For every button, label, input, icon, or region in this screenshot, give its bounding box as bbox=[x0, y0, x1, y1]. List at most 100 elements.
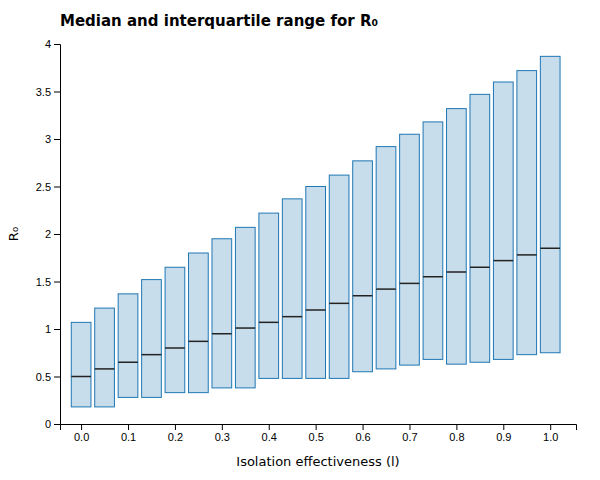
iqr-box bbox=[306, 187, 326, 379]
iqr-box bbox=[493, 82, 513, 359]
y-tick: 4 bbox=[45, 38, 60, 50]
iqr-box bbox=[165, 267, 185, 392]
y-axis-line bbox=[54, 45, 61, 425]
median-line bbox=[282, 316, 302, 318]
x-axis: 0.0 0.1 0.2 0.3 0.4 0.5 0.6 0.7 0.8 0.9 1.0 bbox=[61, 424, 577, 443]
iqr-box bbox=[142, 280, 162, 398]
x-tick: 0.5 bbox=[309, 424, 324, 443]
x-axis-line bbox=[61, 425, 577, 431]
y-tick-mark bbox=[54, 139, 60, 140]
y-tick-mark bbox=[54, 44, 60, 45]
chart: 0.0 0.1 0.2 0.3 0.4 0.5 0.6 0.7 0.8 0.9 1.0 0 0.5 1 1.… bbox=[0, 0, 600, 480]
median-line bbox=[493, 260, 513, 262]
y-tick: 1.5 bbox=[36, 276, 60, 288]
median-line bbox=[376, 288, 396, 290]
x-tick-mark bbox=[269, 424, 270, 430]
median-line bbox=[470, 267, 490, 269]
y-tick-label: 0 bbox=[45, 418, 51, 430]
iqr-box bbox=[212, 239, 232, 388]
y-tick-mark bbox=[54, 329, 60, 330]
x-tick-label: 0.1 bbox=[121, 431, 136, 443]
x-tick-label: 0.2 bbox=[168, 431, 183, 443]
median-line bbox=[423, 276, 443, 278]
y-tick: 0 bbox=[45, 418, 60, 430]
x-tick-label: 0.4 bbox=[262, 431, 277, 443]
y-tick-mark bbox=[54, 92, 60, 93]
x-tick-mark bbox=[316, 424, 317, 430]
x-tick-label: 1.0 bbox=[543, 431, 558, 443]
x-tick-label: 0.8 bbox=[449, 431, 464, 443]
y-axis-title: R₀ bbox=[6, 227, 21, 241]
iqr-box bbox=[423, 122, 443, 360]
x-tick: 0.7 bbox=[402, 424, 417, 443]
y-axis: 0 0.5 1 1.5 2 2.5 3 3.5 4 bbox=[36, 38, 61, 430]
median-line bbox=[189, 341, 209, 343]
iqr-box bbox=[447, 109, 467, 365]
x-tick-mark bbox=[128, 424, 129, 430]
x-tick: 0.4 bbox=[262, 424, 277, 443]
y-tick-mark bbox=[54, 282, 60, 283]
x-tick-label: 0.3 bbox=[215, 431, 230, 443]
y-tick-label: 3 bbox=[45, 133, 51, 145]
median-line bbox=[165, 347, 185, 349]
y-tick-label: 2.5 bbox=[36, 181, 51, 193]
x-tick-mark bbox=[550, 424, 551, 430]
x-tick-mark bbox=[222, 424, 223, 430]
x-tick-mark bbox=[503, 424, 504, 430]
median-line bbox=[306, 309, 326, 311]
x-tick-mark bbox=[363, 424, 364, 430]
iqr-box bbox=[259, 213, 279, 378]
y-tick: 3 bbox=[45, 133, 60, 145]
x-tick-label: 0.5 bbox=[309, 431, 324, 443]
plot: 0.0 0.1 0.2 0.3 0.4 0.5 0.6 0.7 0.8 0.9 1.0 0 0.5 1 1.… bbox=[36, 38, 577, 443]
x-tick: 0.1 bbox=[121, 424, 136, 443]
y-tick-mark bbox=[54, 234, 60, 235]
y-tick-label: 4 bbox=[45, 38, 51, 50]
iqr-box bbox=[235, 227, 255, 388]
x-tick-label: 0.0 bbox=[74, 431, 89, 443]
x-tick-label: 0.9 bbox=[496, 431, 511, 443]
y-tick: 2.5 bbox=[36, 181, 60, 193]
y-tick-label: 3.5 bbox=[36, 86, 51, 98]
median-line bbox=[95, 368, 115, 370]
median-line bbox=[71, 376, 91, 378]
x-tick: 0.8 bbox=[449, 424, 464, 443]
median-line bbox=[212, 333, 232, 335]
x-tick-mark bbox=[175, 424, 176, 430]
y-tick-mark bbox=[54, 424, 60, 425]
y-tick-label: 1.5 bbox=[36, 276, 51, 288]
median-line bbox=[329, 303, 349, 305]
median-line bbox=[517, 254, 537, 256]
median-line bbox=[447, 271, 467, 273]
y-tick: 2 bbox=[45, 228, 60, 240]
iqr-box bbox=[189, 253, 209, 393]
iqr-box bbox=[376, 147, 396, 369]
x-tick-label: 0.7 bbox=[402, 431, 417, 443]
iqr-box bbox=[71, 322, 91, 407]
x-tick: 1.0 bbox=[543, 424, 558, 443]
x-tick: 0.2 bbox=[168, 424, 183, 443]
median-line bbox=[118, 362, 138, 364]
x-tick: 0.3 bbox=[215, 424, 230, 443]
iqr-box bbox=[400, 134, 420, 365]
x-tick: 0.6 bbox=[355, 424, 370, 443]
iqr-box bbox=[329, 175, 349, 378]
median-line bbox=[142, 354, 162, 356]
y-tick-label: 1 bbox=[45, 323, 51, 335]
median-line bbox=[353, 295, 373, 297]
y-tick-label: 2 bbox=[45, 228, 51, 240]
x-tick-label: 0.6 bbox=[355, 431, 370, 443]
y-tick: 0.5 bbox=[36, 371, 60, 383]
x-tick-mark bbox=[456, 424, 457, 430]
iqr-box bbox=[95, 308, 115, 407]
median-line bbox=[540, 248, 560, 250]
x-tick-mark bbox=[409, 424, 410, 430]
iqr-box bbox=[353, 161, 373, 372]
median-line bbox=[259, 322, 279, 324]
y-tick: 1 bbox=[45, 323, 60, 335]
median-line bbox=[400, 283, 420, 285]
x-axis-title: Isolation effectiveness (l) bbox=[236, 454, 399, 469]
boxes bbox=[71, 56, 560, 407]
iqr-box bbox=[118, 294, 138, 398]
iqr-box bbox=[282, 199, 302, 379]
